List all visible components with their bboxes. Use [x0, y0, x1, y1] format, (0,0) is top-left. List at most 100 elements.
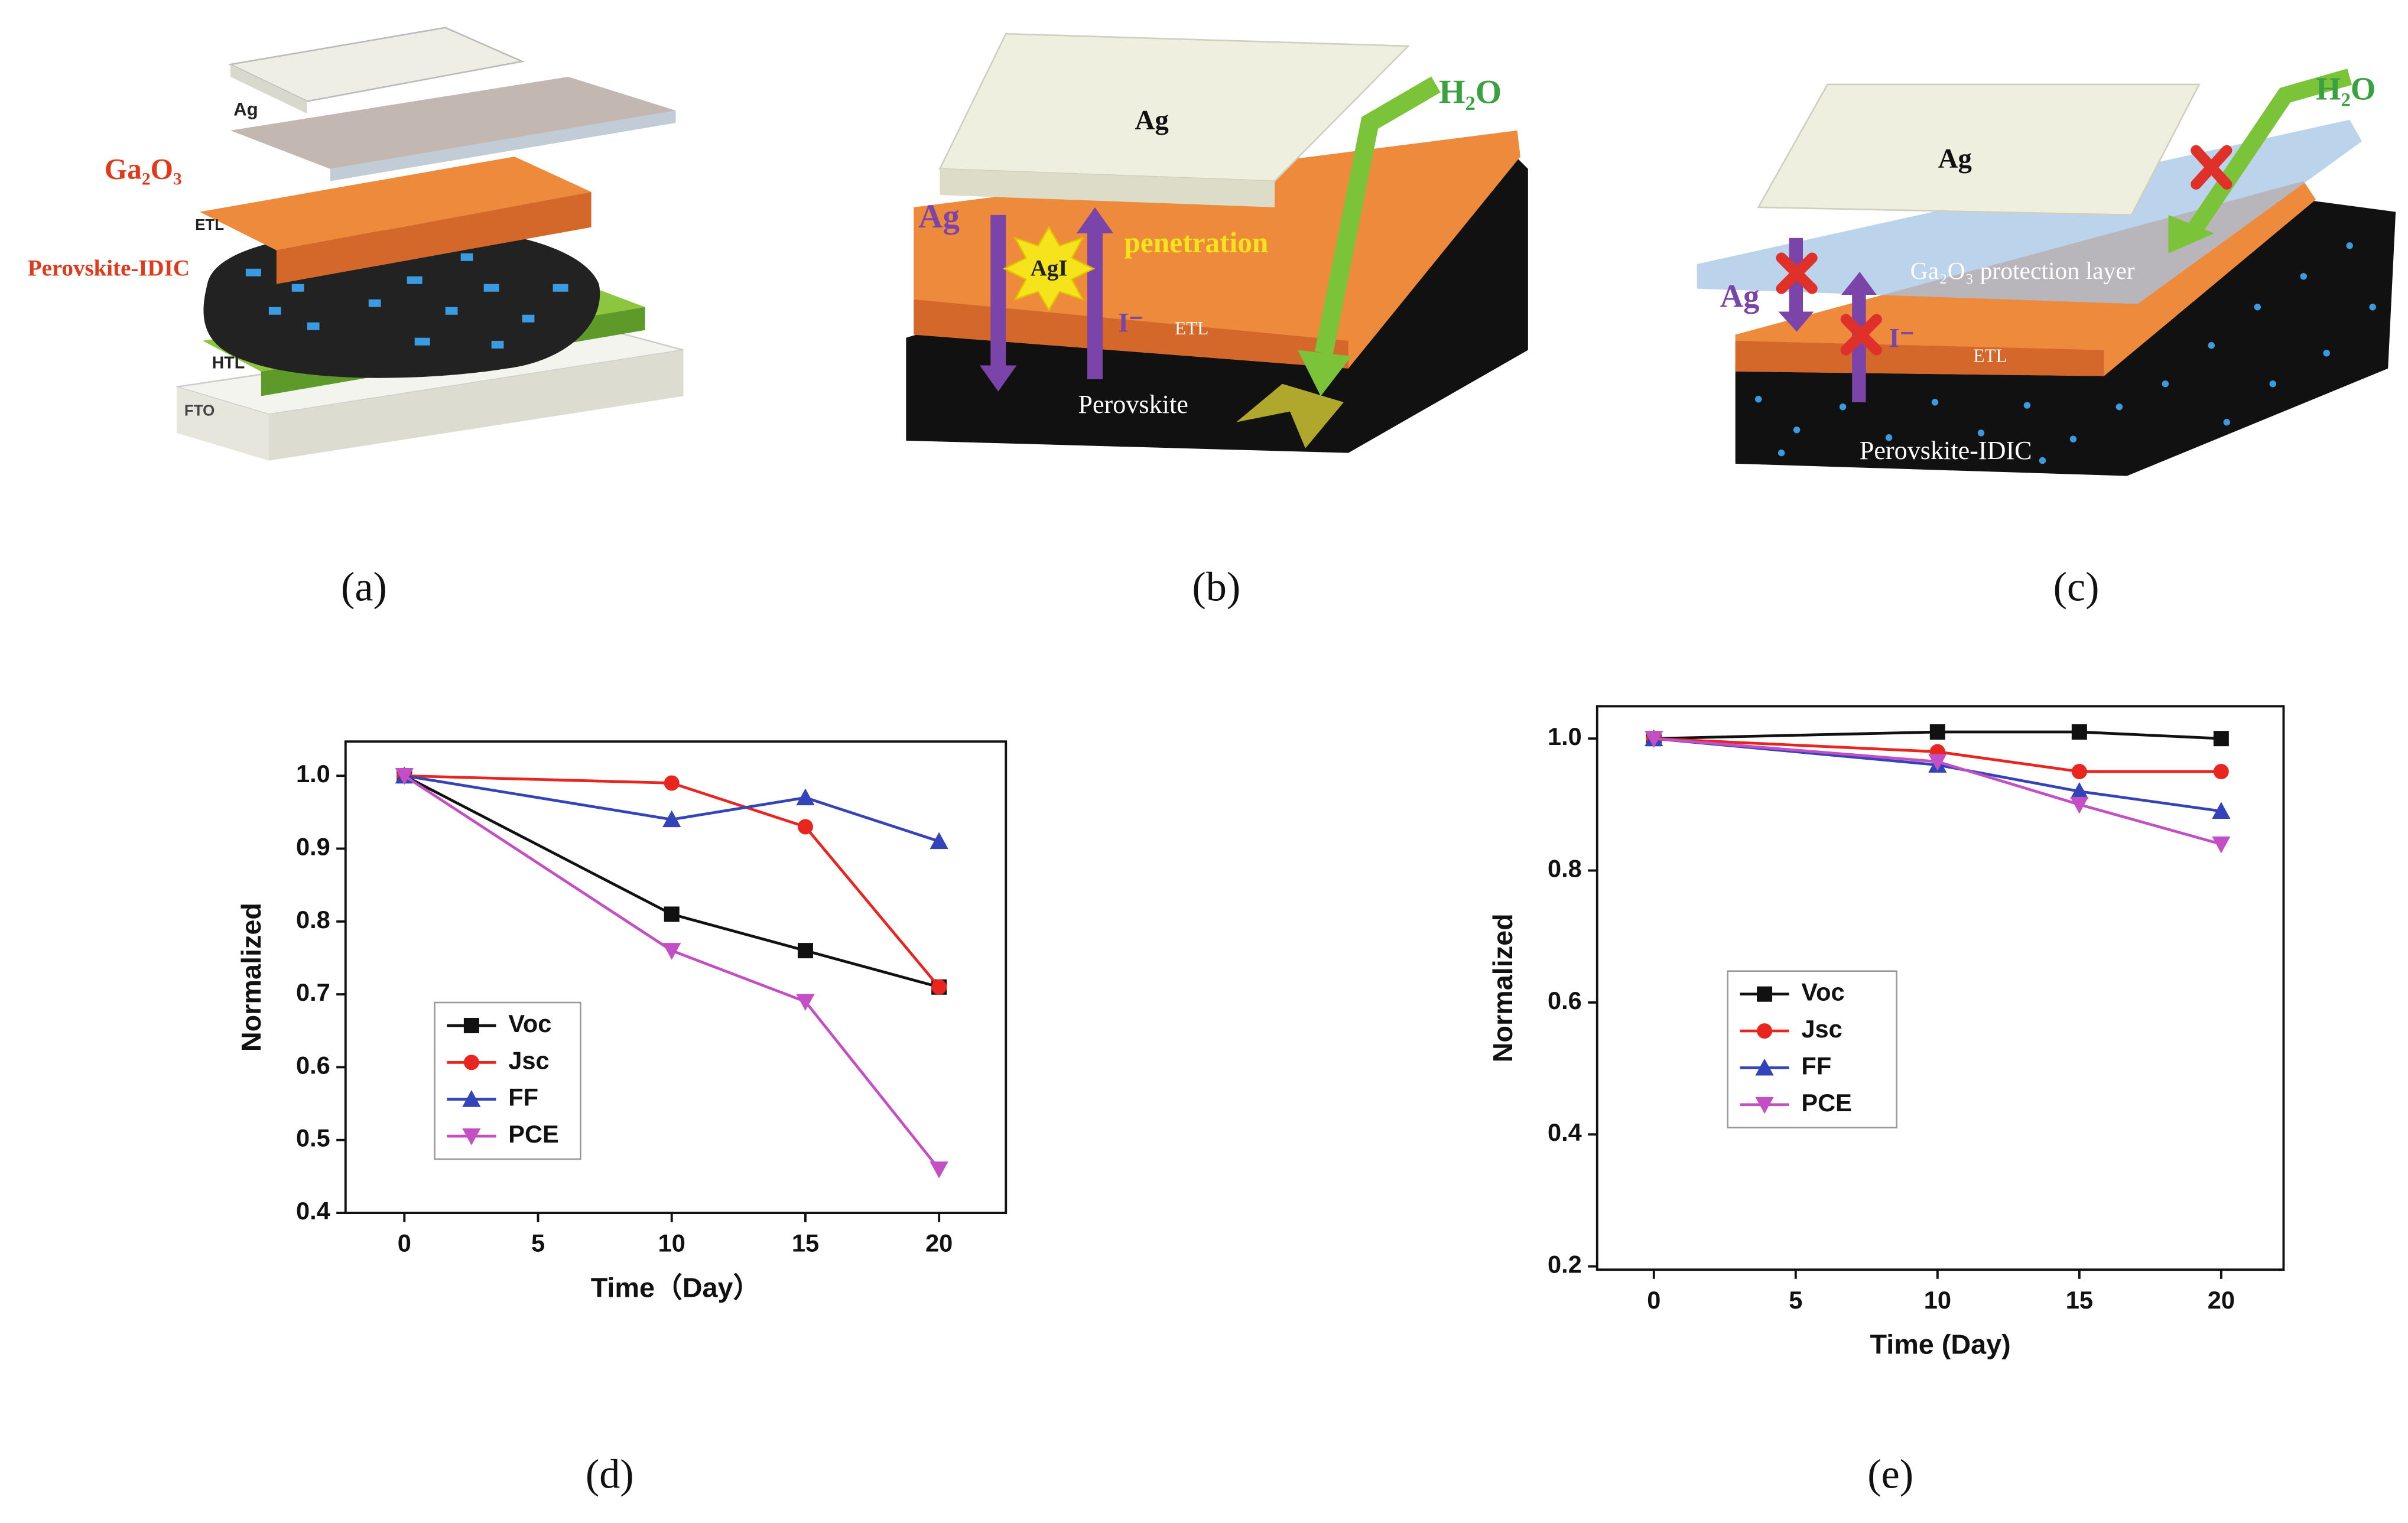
ag-arrows [1778, 237, 1877, 402]
ag-plate [1757, 83, 2201, 216]
fto-front [268, 350, 684, 461]
marker [1928, 754, 1947, 771]
marker [1645, 731, 1663, 748]
marker [1755, 1058, 1774, 1076]
ga2o3-front [330, 110, 676, 181]
marker [662, 943, 681, 960]
label-iodide: I⁻ [1889, 323, 1915, 354]
marker [2213, 731, 2229, 747]
water-arrow-head [1298, 350, 1351, 396]
label-ga2o3: Ga₂O₃ protection layer [1910, 257, 2135, 284]
marker [662, 810, 681, 828]
etl-front [1735, 340, 2104, 376]
marker [462, 1090, 481, 1107]
y-tick-label: 0.2 [1548, 1251, 1582, 1278]
y-tick-label: 0.4 [296, 1197, 330, 1225]
plot-frame [344, 740, 1008, 1214]
panel-label: (d) [586, 1452, 634, 1498]
marker [463, 1017, 479, 1033]
series-line [404, 774, 940, 989]
marker [931, 979, 947, 995]
legend-label: FF [508, 1083, 538, 1111]
label-etl: ETL [1175, 318, 1208, 339]
ag-front [940, 168, 1275, 207]
marker [2070, 782, 2089, 799]
marker [463, 1055, 479, 1070]
ga2o3-layer [230, 76, 676, 169]
legend-box [1727, 970, 1897, 1129]
label-ag-ion: Ag [918, 198, 960, 235]
legend-label: PCE [1801, 1089, 1852, 1117]
x-tick-label: 0 [398, 1229, 411, 1257]
marker [930, 832, 948, 850]
marker [796, 788, 815, 806]
label-etl: ETL [195, 216, 224, 233]
plot-frame [1595, 705, 2285, 1271]
x-tick-label: 20 [925, 1229, 953, 1257]
series-line [1653, 730, 2221, 740]
x-tick-label: 15 [792, 1229, 819, 1257]
legend-box [434, 1001, 581, 1160]
y-tick-label: 0.6 [296, 1051, 330, 1079]
y-tick-label: 0.6 [1548, 987, 1582, 1014]
legend-label: Jsc [508, 1046, 549, 1074]
etl-front [914, 299, 1348, 369]
x-tick-label: 5 [531, 1229, 545, 1257]
panel-label: (c) [2053, 564, 2100, 610]
y-tick-label: 0.8 [1548, 855, 1582, 883]
block-marks [1776, 145, 2232, 356]
x-tick-label: 10 [1924, 1286, 1951, 1314]
series-line [404, 774, 940, 843]
y-tick-label: 0.4 [1548, 1118, 1582, 1146]
marker [797, 943, 813, 959]
ag-arrows [980, 207, 1114, 392]
series-line [404, 774, 940, 988]
label-ga2o3: Ga₂O₃ [105, 152, 182, 185]
y-tick-label: 0.7 [296, 978, 330, 1006]
marker [797, 819, 813, 835]
x-tick-label: 5 [1789, 1286, 1802, 1314]
label-penetration: penetration [1124, 226, 1268, 259]
etl-front [276, 191, 592, 284]
marker [930, 1161, 948, 1179]
label-fto: FTO [184, 401, 215, 419]
series-line [1653, 737, 2221, 773]
label-etl: ETL [1973, 346, 2007, 366]
marker [2212, 802, 2231, 819]
panel-label: (a) [341, 564, 387, 610]
marker [1757, 986, 1773, 1002]
panel-label: (b) [1192, 564, 1240, 610]
marker [462, 1128, 481, 1145]
y-tick-label: 1.0 [296, 760, 330, 787]
water-arrow [1314, 76, 1441, 355]
label-ag: Ag [1938, 144, 1972, 174]
panel-label: (e) [1867, 1452, 1913, 1498]
marker [796, 994, 815, 1011]
etl-layer [199, 157, 592, 250]
x-tick-label: 0 [1647, 1286, 1660, 1314]
legend-label: Jsc [1801, 1015, 1842, 1043]
label-iodide: I⁻ [1118, 308, 1143, 339]
series-line [1653, 737, 2222, 813]
marker [2071, 724, 2087, 740]
y-tick-label: 0.8 [296, 906, 330, 933]
label-perovskite: Perovskite-IDIC [1860, 436, 2032, 465]
perovskite-dots [1754, 242, 2376, 464]
marker [664, 775, 680, 791]
label-ag: Ag [1135, 105, 1169, 136]
label-ag: Ag [233, 99, 258, 119]
marker [1929, 724, 1945, 740]
label-perovskite: Perovskite [1078, 390, 1188, 419]
diagram-b: Ag H₂O Ag AgI penetration I⁻ ETL Perovsk… [906, 32, 1528, 453]
marker [2212, 836, 2231, 854]
legend-label: PCE [508, 1120, 559, 1148]
marker [2070, 796, 2089, 814]
y-tick-label: 1.0 [1548, 723, 1582, 750]
diagram-a: Ag Ga₂O₃ ETL Perovskite-IDIC HTL FTO [28, 27, 684, 461]
x-tick-label: 20 [2208, 1286, 2235, 1314]
y-axis-label: Normalized [236, 903, 267, 1052]
ag-side [230, 64, 307, 114]
legend-label: Voc [508, 1010, 551, 1037]
